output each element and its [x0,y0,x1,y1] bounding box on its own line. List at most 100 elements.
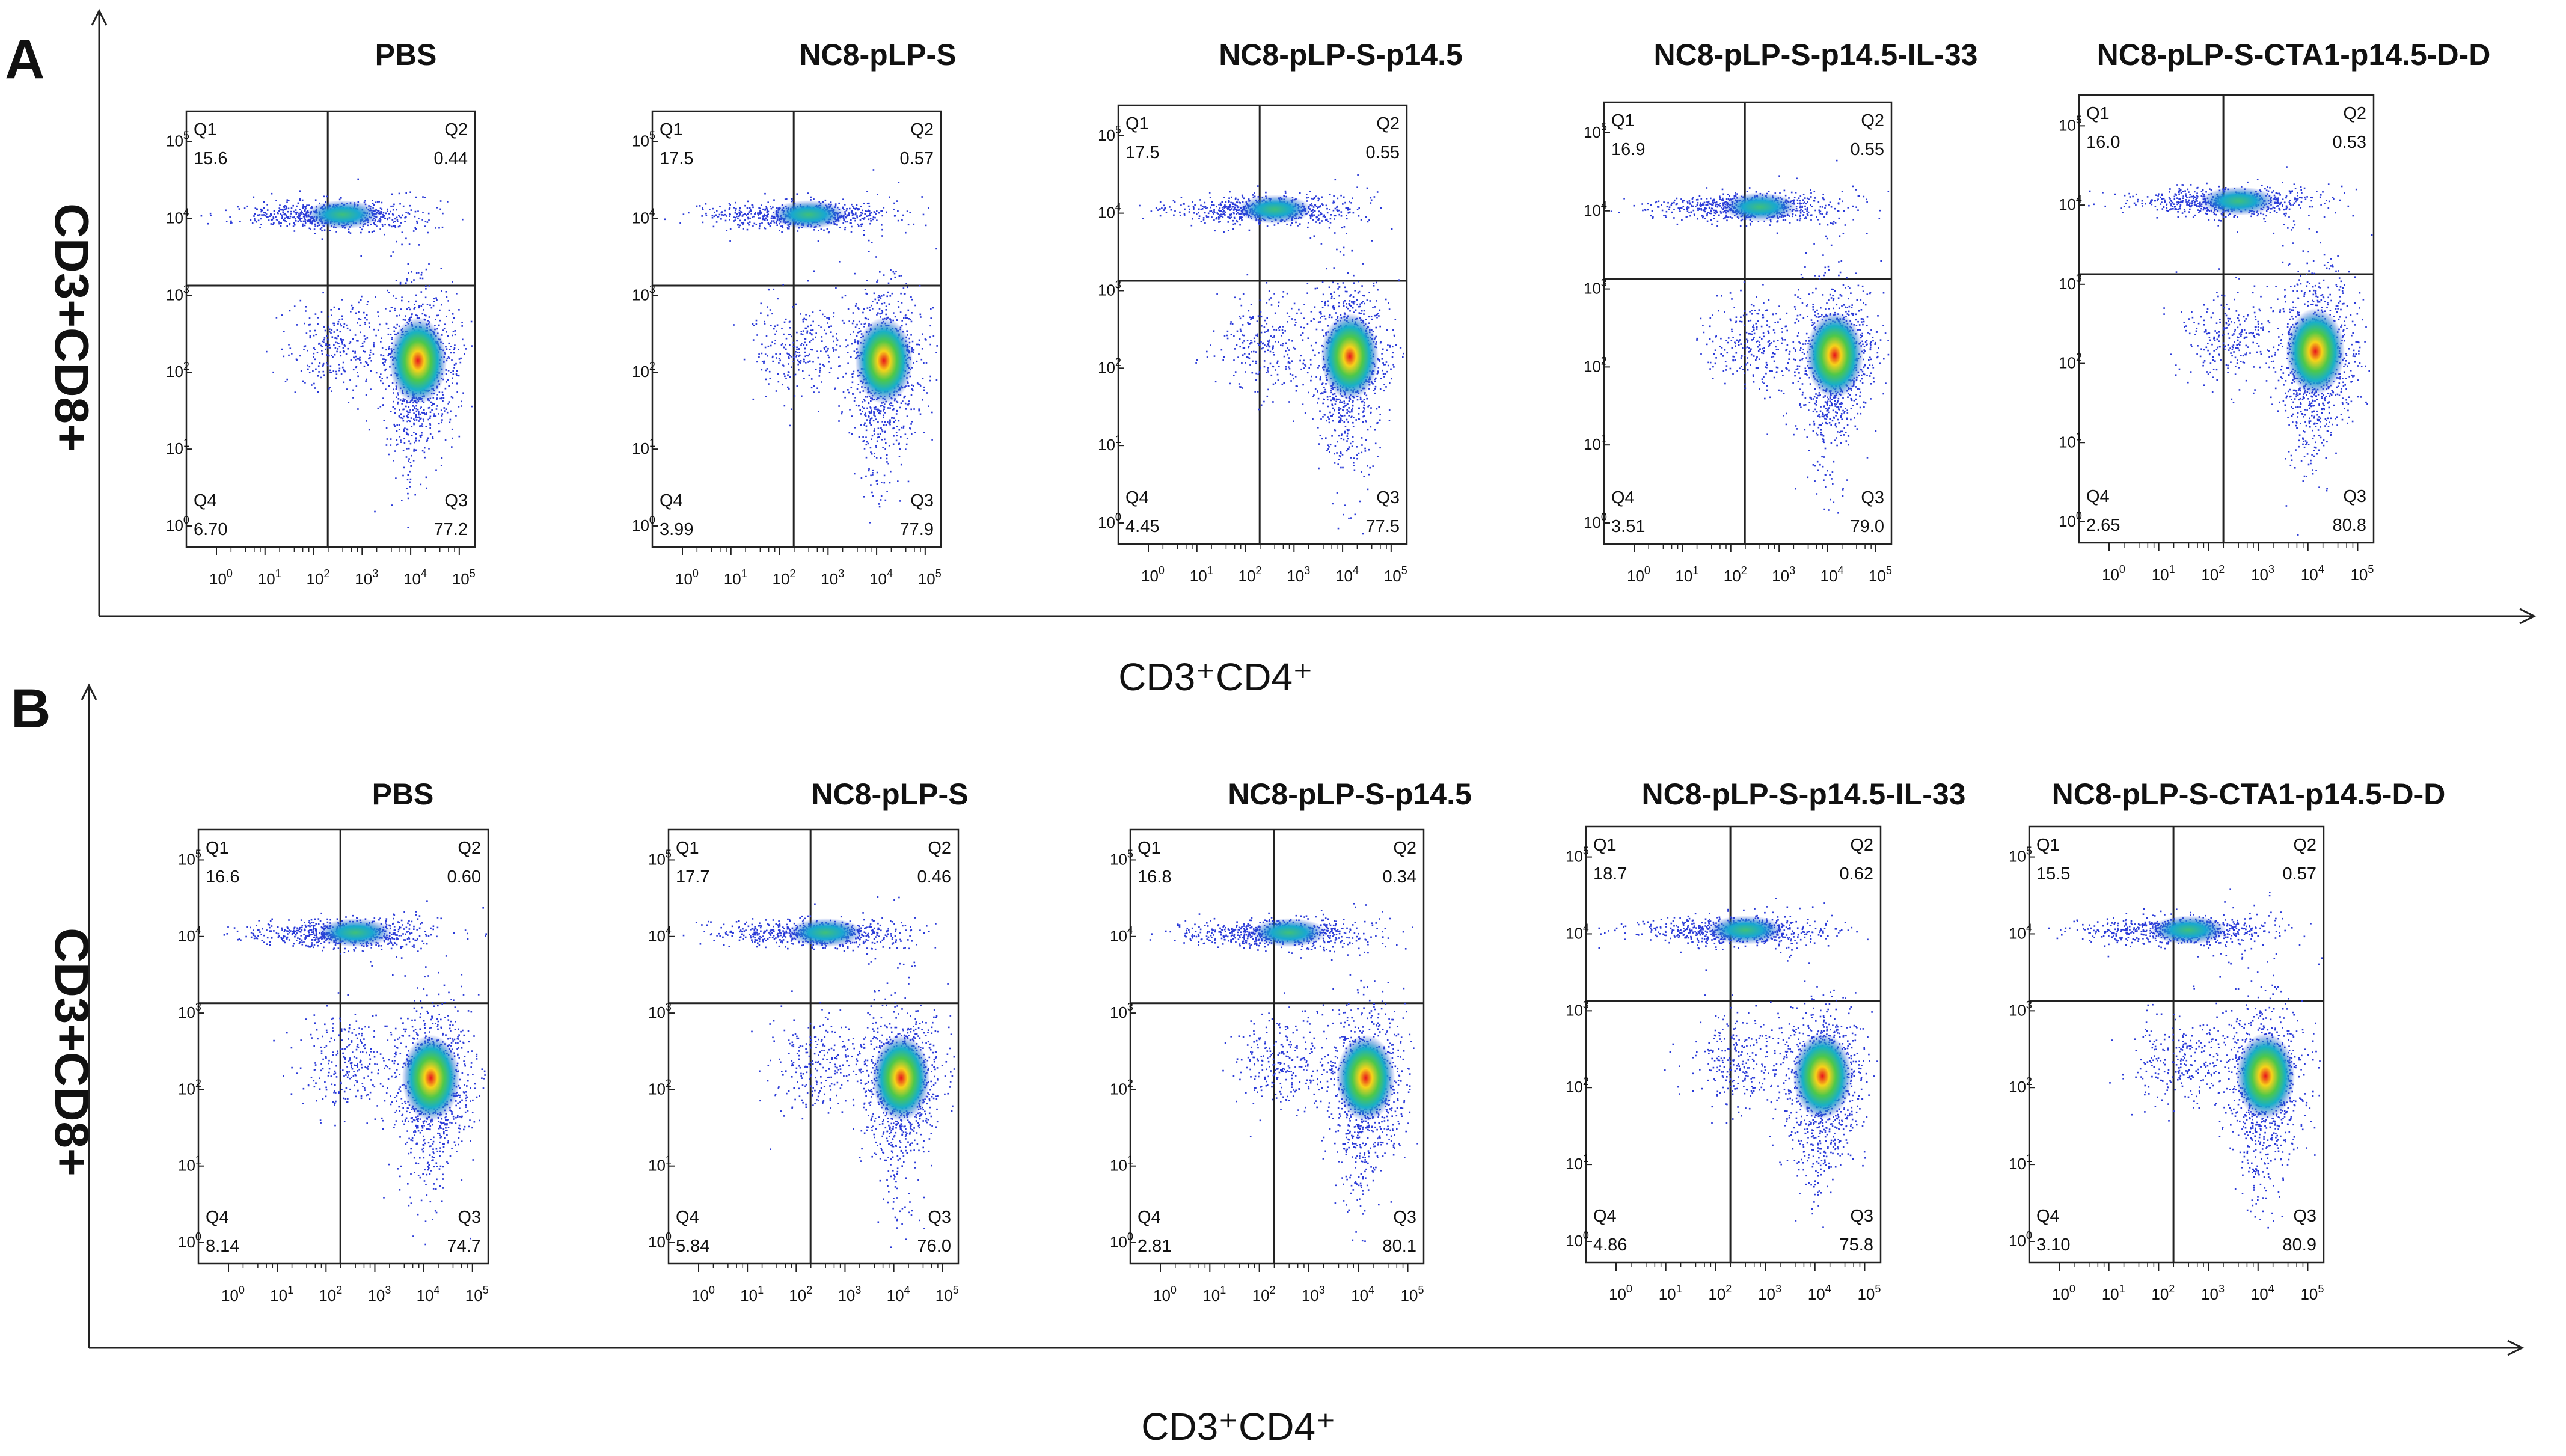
x-tick-label: 100 [691,1284,715,1305]
plot: NC8-pLP-S-p14.5-IL-33Q116.9Q20.55Q43.51Q… [1584,38,1977,585]
q3-value: 80.1 [1383,1237,1416,1256]
plot-title: NC8-pLP-S-CTA1-p14.5-D-D [2052,777,2446,811]
x-tick-label: 100 [2052,1283,2075,1303]
x-tick-label: 105 [1857,1283,1881,1303]
q1-label: Q1 [676,839,699,858]
q1-value: 16.8 [1138,867,1171,887]
plot-title: NC8-pLP-S [799,38,956,72]
x-tick-label: 103 [837,1284,861,1305]
density-hotspot [1337,1035,1395,1121]
q1-label: Q1 [660,120,683,139]
x-tick-label: 102 [773,567,796,588]
q1-label: Q1 [2086,104,2110,123]
x-tick-label: 105 [2350,563,2374,584]
q3-label: Q3 [1861,488,1884,507]
x-tick-label: 104 [887,1284,910,1305]
q3-value: 74.7 [447,1237,481,1256]
q4-label: Q4 [1138,1208,1161,1227]
q1-value: 16.0 [2086,133,2120,152]
q2-value: 0.55 [1851,140,1884,159]
density-hotspot [1251,918,1327,947]
x-tick-label: 100 [675,567,699,588]
y-axis-title: CD3+CD8+ [45,203,99,452]
q4-value: 3.10 [2036,1235,2070,1255]
q4-label: Q4 [1593,1207,1617,1226]
x-axis-title: CD3⁺CD4⁺ [1118,655,1313,699]
q3-value: 79.0 [1851,517,1884,536]
x-tick-label: 101 [1190,564,1213,585]
x-tick-label: 101 [2152,563,2175,584]
q2-label: Q2 [458,839,481,858]
x-tick-label: 105 [1384,564,1407,585]
q4-label: Q4 [2086,487,2110,506]
q1-value: 17.7 [676,867,709,887]
x-tick-label: 102 [307,567,330,588]
y-axis-title: CD3+CD8+ [45,928,99,1176]
x-tick-label: 100 [1627,564,1650,585]
q4-value: 6.70 [194,520,227,539]
plot-title: NC8-pLP-S-CTA1-p14.5-D-D [2097,38,2491,72]
q3-label: Q3 [910,491,934,510]
q3-label: Q3 [928,1208,951,1227]
panel-letter: A [5,29,44,90]
x-tick-label: 105 [935,1284,959,1305]
q2-label: Q2 [2343,104,2366,123]
plot-title: PBS [372,777,434,811]
density-hotspot [2286,308,2345,395]
x-tick-label: 104 [1808,1283,1831,1303]
plot-title: NC8-pLP-S-p14.5 [1228,777,1472,811]
x-tick-label: 101 [1659,1283,1682,1303]
q2-value: 0.34 [1383,867,1416,887]
q1-value: 15.6 [194,149,227,168]
density-hotspot [872,1035,930,1121]
x-tick-label: 101 [740,1284,764,1305]
q4-value: 4.86 [1593,1235,1627,1255]
x-tick-label: 101 [1675,564,1698,585]
plot: NC8-pLP-SQ117.7Q20.46Q45.84Q376.01001011… [648,777,969,1305]
plot-title: NC8-pLP-S-p14.5 [1219,38,1463,72]
q1-label: Q1 [194,120,217,139]
density-hotspot [2150,916,2226,944]
x-tick-label: 103 [1302,1284,1325,1305]
q2-label: Q2 [1861,111,1884,130]
q2-label: Q2 [2293,836,2316,855]
plot-title: NC8-pLP-S-p14.5-IL-33 [1642,777,1966,811]
plot: NC8-pLP-S-p14.5Q116.8Q20.34Q42.81Q380.11… [1110,777,1472,1305]
q2-value: 0.44 [434,149,468,168]
x-tick-label: 105 [465,1284,489,1305]
q4-label: Q4 [206,1208,229,1227]
q2-label: Q2 [928,839,951,858]
density-hotspot [317,918,393,947]
x-tick-label: 101 [270,1284,293,1305]
x-tick-label: 102 [1239,564,1262,585]
q3-value: 77.5 [1366,517,1400,536]
density-hotspot [2236,1033,2295,1119]
q2-value: 0.55 [1366,143,1400,162]
q3-value: 80.8 [2333,516,2366,535]
q2-label: Q2 [910,120,934,139]
q1-label: Q1 [1125,114,1149,133]
plot: PBSQ116.6Q20.60Q48.14Q374.71001011021031… [178,777,489,1305]
x-tick-label: 102 [1724,564,1747,585]
x-tick-label: 102 [319,1284,342,1305]
q1-label: Q1 [1593,836,1617,855]
q3-value: 75.8 [1840,1235,1873,1255]
q3-label: Q3 [1850,1207,1873,1226]
x-tick-label: 103 [2201,1283,2225,1303]
x-tick-label: 102 [1252,1284,1276,1305]
q4-value: 2.65 [2086,516,2120,535]
q2-value: 0.53 [2333,133,2366,152]
x-tick-label: 103 [2251,563,2274,584]
q1-value: 17.5 [1125,143,1159,162]
x-tick-label: 105 [1869,564,1892,585]
x-tick-label: 102 [2151,1283,2175,1303]
q3-label: Q3 [458,1208,481,1227]
plot-title: NC8-pLP-S [811,777,968,811]
q3-label: Q3 [1393,1208,1416,1227]
x-tick-label: 103 [1772,564,1795,585]
plot: NC8-pLP-S-p14.5-IL-33Q118.7Q20.62Q44.86Q… [1566,777,1965,1303]
x-tick-label: 104 [403,567,427,588]
q4-label: Q4 [1125,488,1149,507]
x-tick-label: 103 [821,567,844,588]
q2-value: 0.57 [2283,864,2316,884]
